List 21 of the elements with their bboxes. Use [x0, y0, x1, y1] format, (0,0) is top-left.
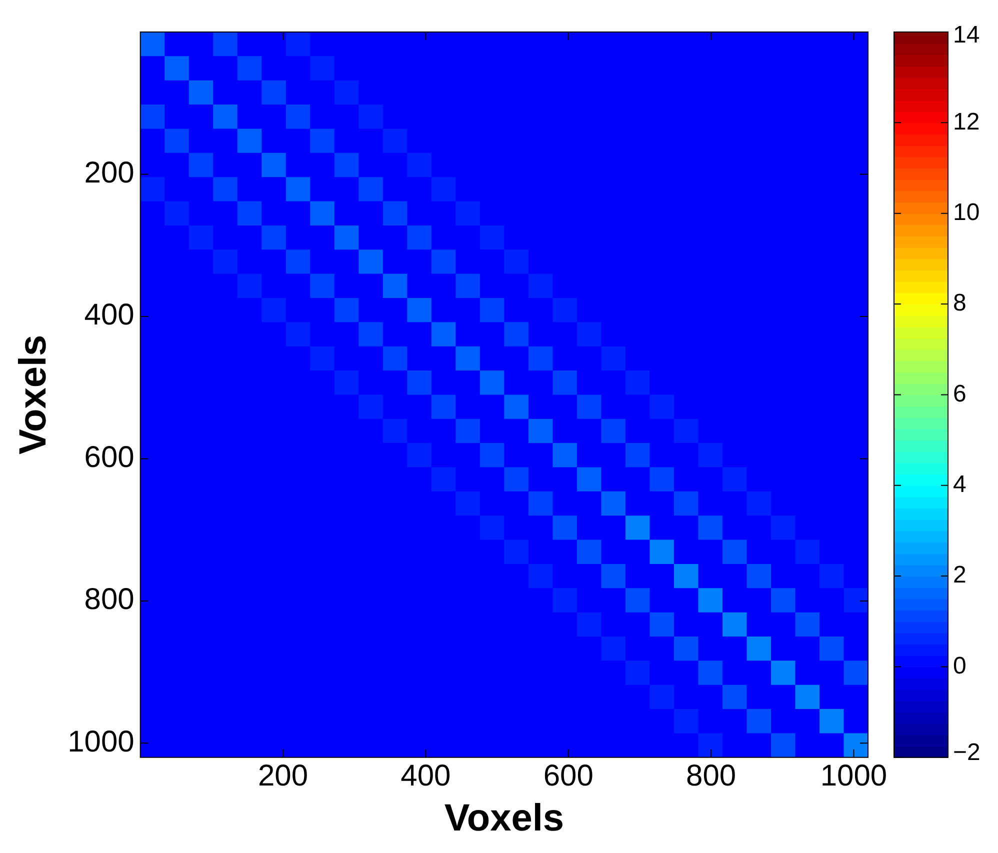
- color-bar-label: 6: [953, 380, 966, 408]
- color-bar-label: 14: [953, 22, 980, 49]
- color-bar-label: 0: [953, 652, 966, 680]
- color-bar-label: 10: [953, 198, 980, 226]
- y-tick-label: 200: [84, 156, 134, 190]
- color-bar-label: −2: [953, 739, 980, 766]
- color-bar-label: 12: [953, 108, 980, 136]
- y-tick-label: 800: [84, 583, 134, 616]
- x-tick-label: 1000: [820, 760, 888, 793]
- x-tick-label: 800: [686, 760, 736, 793]
- y-axis-title: Voxels: [12, 334, 54, 455]
- y-tick-label: 1000: [68, 725, 134, 758]
- y-tick-label: 400: [84, 298, 134, 332]
- x-tick-label: 600: [543, 760, 594, 793]
- color-bar-label: 4: [953, 471, 966, 498]
- x-tick-label: 400: [400, 760, 451, 793]
- color-bar-label: 8: [953, 290, 966, 317]
- y-tick-label: 600: [84, 440, 134, 474]
- x-axis-title: Voxels: [444, 798, 564, 840]
- color-bar-label: 2: [953, 562, 966, 589]
- x-tick-label: 200: [258, 760, 308, 793]
